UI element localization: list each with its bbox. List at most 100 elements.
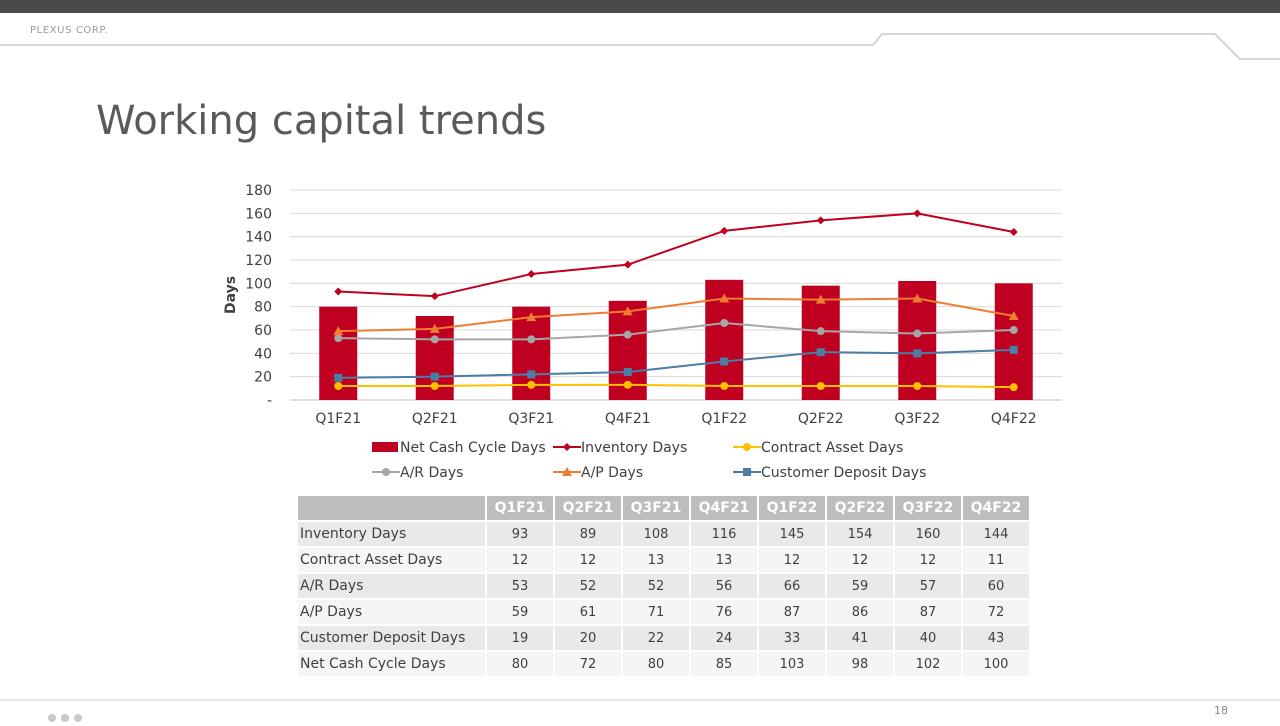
table-cell: 80 (487, 652, 553, 676)
data-point (913, 382, 922, 390)
page-title: Working capital trends (96, 98, 547, 144)
data-point (719, 293, 730, 303)
data-point (623, 330, 632, 339)
table-cell: 87 (895, 600, 961, 624)
table-cell: 20 (555, 626, 621, 650)
data-point (1009, 383, 1018, 392)
table-cell: 59 (487, 600, 553, 624)
data-point (816, 327, 825, 336)
table-cell: 11 (963, 548, 1029, 572)
legend-label: Inventory Days (581, 440, 687, 456)
table-header-row: Q1F21 Q2F21 Q3F21 Q4F21 Q1F22 Q2F22 Q3F22 Q4F22 (298, 496, 1029, 520)
table-cell: 61 (555, 600, 621, 624)
x-tick-label: Q3F21 (508, 411, 554, 427)
y-tick-label: - (267, 393, 272, 409)
data-point (527, 370, 536, 379)
data-point (1009, 228, 1018, 236)
table-cell: 108 (623, 522, 689, 546)
data-point (816, 348, 825, 357)
table-header-cell: Q3F22 (895, 496, 961, 520)
table-cell: 59 (827, 574, 893, 598)
table-cell: 12 (895, 548, 961, 572)
data-point (333, 326, 344, 336)
footer-dots (48, 707, 87, 726)
bar (801, 285, 840, 400)
data-point (430, 292, 439, 301)
data-point (720, 226, 729, 235)
data-point (430, 372, 439, 381)
y-axis-label: Days (223, 276, 239, 314)
table-cell: 160 (895, 522, 961, 546)
table-cell: 40 (895, 626, 961, 650)
data-point (334, 334, 343, 343)
table-cell: 52 (555, 574, 621, 598)
y-tick-label: 100 (245, 276, 272, 292)
data-point (526, 312, 537, 322)
table-cell: 116 (691, 522, 757, 546)
table-header-cell: Q1F22 (759, 496, 825, 520)
table-header-blank (298, 496, 485, 520)
table-cell: 12 (555, 548, 621, 572)
data-point (913, 329, 922, 338)
table-cell: 102 (895, 652, 961, 676)
table-row: Customer Deposit Days 19 20 22 24 33 41 40 43 (298, 626, 1029, 650)
table-cell: 86 (827, 600, 893, 624)
table-cell: 66 (759, 574, 825, 598)
legend-marker (563, 443, 571, 451)
table-row-label: Net Cash Cycle Days (298, 652, 485, 676)
table-row: Contract Asset Days 12 12 13 13 12 12 12 11 (298, 548, 1029, 572)
table-cell: 72 (555, 652, 621, 676)
table-row-label: A/R Days (298, 574, 485, 598)
table-cell: 24 (691, 626, 757, 650)
table-body: Inventory Days 93 89 108 116 145 154 160 144 Cont… (298, 522, 1029, 676)
data-point (720, 357, 729, 366)
y-tick-label: 160 (245, 206, 272, 222)
footer-dot (61, 714, 69, 722)
table-header-cell: Q1F21 (487, 496, 553, 520)
footer-dot (74, 714, 82, 722)
y-tick-label: 140 (245, 230, 272, 246)
table-cell: 93 (487, 522, 553, 546)
working-capital-chart: - 20 40 60 80 100 120 140 160 180 Days Q1F21 Q2F21 Q3… (223, 183, 1062, 481)
series-line (338, 212, 1014, 298)
data-point (623, 380, 632, 389)
data-point (334, 382, 343, 390)
data-point (334, 287, 343, 296)
x-tick-label: Q4F21 (605, 411, 651, 427)
x-tick-label: Q4F22 (991, 411, 1037, 427)
data-point (1009, 326, 1018, 334)
table-cell: 33 (759, 626, 825, 650)
table-cell: 80 (623, 652, 689, 676)
footer-dot (48, 714, 56, 722)
y-tick-label: 20 (254, 370, 272, 386)
series-line (338, 321, 1014, 341)
series-line (338, 297, 1014, 333)
data-point (430, 382, 439, 390)
data-point (913, 349, 922, 358)
table-header-cell: Q3F21 (623, 496, 689, 520)
data-point (913, 209, 922, 218)
data-table: Q1F21 Q2F21 Q3F21 Q4F21 Q1F22 Q2F22 Q3F22 Q4F22… (296, 494, 1031, 678)
y-tick-label: 120 (245, 253, 272, 269)
legend-label: Net Cash Cycle Days (400, 440, 546, 456)
data-point (527, 380, 536, 389)
legend-marker (382, 468, 390, 476)
series-line (338, 383, 1014, 389)
x-tick-label: Q1F22 (701, 411, 747, 427)
table-cell: 71 (623, 600, 689, 624)
table-cell: 85 (691, 652, 757, 676)
table-cell: 12 (827, 548, 893, 572)
table-row-label: Customer Deposit Days (298, 626, 485, 650)
table-cell: 12 (487, 548, 553, 572)
table-cell: 72 (963, 600, 1029, 624)
legend-label: Customer Deposit Days (761, 465, 926, 481)
data-point (816, 382, 825, 390)
data-point (527, 270, 536, 278)
data-point (815, 294, 826, 304)
table-header-cell: Q2F21 (555, 496, 621, 520)
data-point (622, 306, 633, 316)
table-cell: 56 (691, 574, 757, 598)
table-header-cell: Q2F22 (827, 496, 893, 520)
table-cell: 144 (963, 522, 1029, 546)
